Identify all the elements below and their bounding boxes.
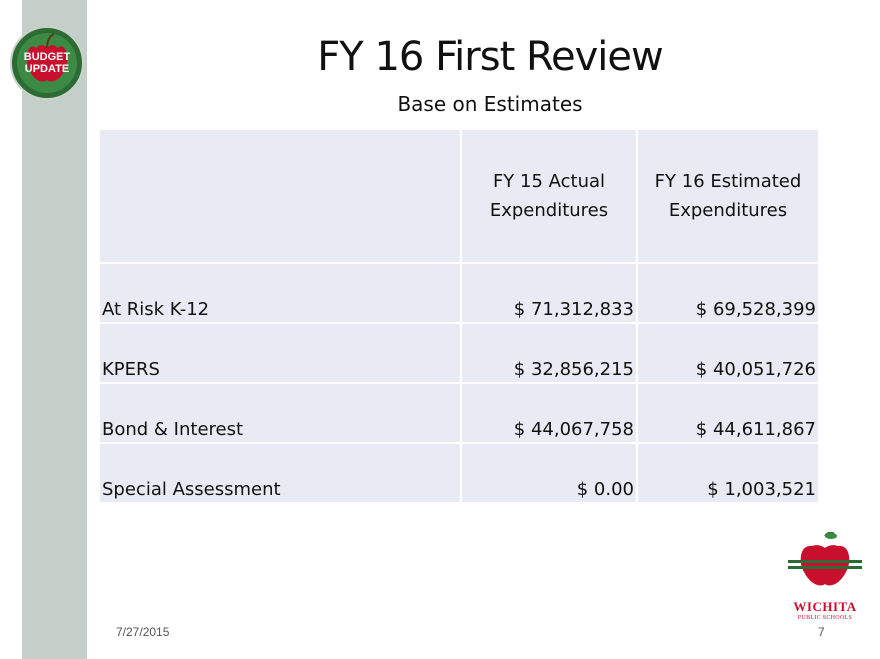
badge-line2: UPDATE — [25, 63, 69, 75]
left-sidebar-bar — [22, 0, 87, 659]
table-row: Bond & Interest $ 44,067,758 $ 44,611,86… — [100, 384, 818, 444]
table-header-row: FY 15 Actual Expenditures FY 16 Estimate… — [100, 130, 818, 264]
table-row: At Risk K-12 $ 71,312,833 $ 69,528,399 — [100, 264, 818, 324]
row-fy16-value: $ 69,528,399 — [695, 299, 816, 320]
row-fy16-value: $ 1,003,521 — [707, 479, 816, 500]
row-fy16-value: $ 44,611,867 — [695, 419, 816, 440]
table-row: Special Assessment $ 0.00 $ 1,003,521 — [100, 444, 818, 502]
row-label: At Risk K-12 — [100, 264, 462, 322]
row-fy15-value: $ 71,312,833 — [462, 264, 638, 322]
row-fy15-value: $ 32,856,215 — [462, 324, 638, 382]
row-label: Special Assessment — [100, 444, 462, 502]
slide-title: FY 16 First Review — [317, 34, 663, 80]
budget-update-badge: BUDGET UPDATE — [10, 26, 84, 100]
header-cell-fy16: FY 16 Estimated Expenditures — [654, 171, 802, 221]
header-cell-category — [100, 130, 462, 262]
wichita-public-schools-logo: WICHITA PUBLIC SCHOOLS — [782, 531, 868, 622]
logo-name: WICHITA — [793, 599, 857, 614]
row-fy15-value: $ 0.00 — [462, 444, 638, 502]
row-label: Bond & Interest — [100, 384, 462, 442]
slide-subtitle: Base on Estimates — [397, 92, 583, 116]
page-number: 7 — [818, 625, 825, 639]
row-fy16-value: $ 40,051,726 — [695, 359, 816, 380]
expenditures-table: FY 15 Actual Expenditures FY 16 Estimate… — [100, 130, 818, 502]
logo-subtitle: PUBLIC SCHOOLS — [797, 615, 853, 621]
badge-line1: BUDGET — [24, 51, 71, 63]
row-label: KPERS — [100, 324, 462, 382]
row-fy15-value: $ 44,067,758 — [462, 384, 638, 442]
apple-icon — [788, 531, 862, 586]
header-cell-fy15: FY 15 Actual Expenditures — [462, 130, 638, 262]
footer-date: 7/27/2015 — [116, 625, 170, 639]
table-row: KPERS $ 32,856,215 $ 40,051,726 — [100, 324, 818, 384]
